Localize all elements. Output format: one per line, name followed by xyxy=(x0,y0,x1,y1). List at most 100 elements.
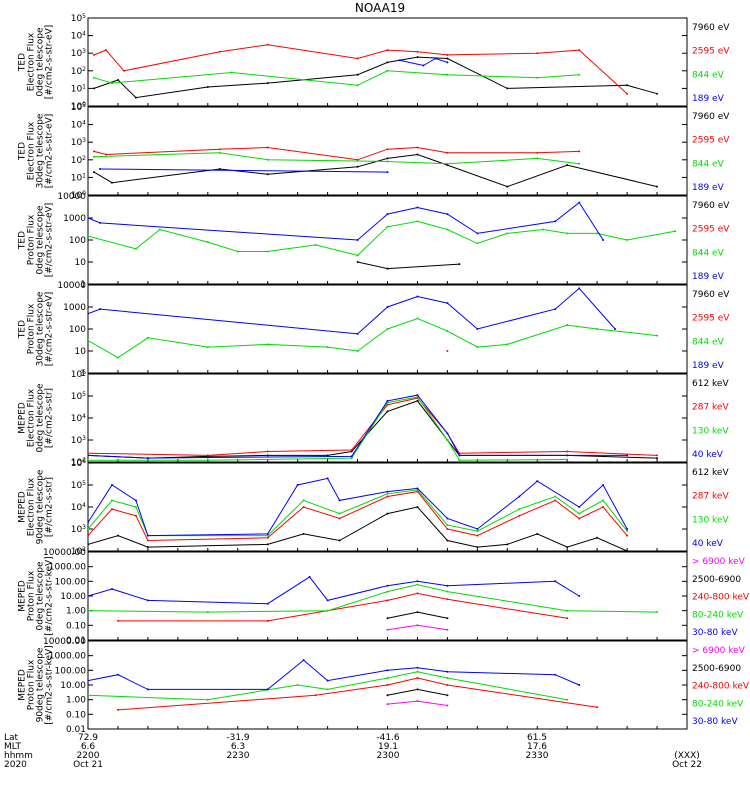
data-point xyxy=(536,157,539,160)
data-point xyxy=(416,583,419,586)
data-point xyxy=(542,228,545,231)
data-point xyxy=(386,599,389,602)
data-point xyxy=(88,454,89,457)
footer-value: -41.6 xyxy=(376,733,400,743)
data-point xyxy=(386,306,389,308)
data-point xyxy=(266,450,269,453)
series-line xyxy=(88,317,658,359)
series-line xyxy=(88,287,616,335)
data-point xyxy=(626,534,629,537)
legend-entry: 2595 eV xyxy=(692,136,730,146)
data-point xyxy=(386,225,389,228)
y-axis-label: 90deg telescope xyxy=(36,469,46,544)
panel-8: 0.01 0.10 1.00 10.00 100.00 1000.00 10000.00 ME… xyxy=(18,637,750,735)
data-point xyxy=(386,512,389,515)
data-point xyxy=(386,399,389,402)
data-point xyxy=(117,356,119,359)
data-point xyxy=(266,454,269,457)
data-point xyxy=(674,230,676,233)
data-point xyxy=(111,508,113,511)
data-point xyxy=(88,595,89,597)
y-axis-label: 30deg telescope xyxy=(36,113,46,188)
data-point xyxy=(506,87,509,90)
footer-value: 72.9 xyxy=(78,733,98,743)
data-point xyxy=(656,185,658,188)
data-point xyxy=(446,694,449,697)
data-point xyxy=(266,602,269,605)
data-point xyxy=(296,484,299,486)
footer-value: 19.1 xyxy=(378,742,398,752)
data-point xyxy=(386,403,389,406)
data-point xyxy=(356,254,359,257)
data-point xyxy=(416,487,419,490)
data-point xyxy=(416,580,419,583)
y-axis-label: 90deg telescope xyxy=(36,647,46,722)
ytick-label: 1000.00 xyxy=(49,563,86,573)
ytick-label: 0.10 xyxy=(66,621,86,631)
legend-entry: 80-240 keV xyxy=(692,699,744,709)
data-point xyxy=(416,700,419,703)
data-point xyxy=(416,146,419,149)
series-line xyxy=(88,396,568,461)
legend-entry: 130 keV xyxy=(692,426,729,436)
data-point xyxy=(386,495,389,498)
footer-value: 2230 xyxy=(227,751,250,761)
data-point xyxy=(386,213,389,216)
ytick-label: 104 xyxy=(71,502,86,514)
data-point xyxy=(218,148,221,151)
data-point xyxy=(446,213,449,216)
y-axis-label: [#/cm2-s-str-keV] xyxy=(45,556,55,635)
data-point xyxy=(446,524,449,527)
data-point xyxy=(416,399,419,402)
legend-entry: 287 keV xyxy=(692,403,729,413)
ytick-label: 1000 xyxy=(63,214,86,224)
ytick-label: 103 xyxy=(71,524,86,536)
data-point xyxy=(326,346,329,349)
legend-entry: 189 eV xyxy=(692,272,725,282)
data-point xyxy=(416,317,419,320)
data-point xyxy=(446,162,449,165)
data-point xyxy=(99,308,101,311)
data-point xyxy=(578,506,581,508)
data-point xyxy=(446,517,449,520)
data-point xyxy=(88,534,89,537)
data-point xyxy=(446,228,449,231)
data-point xyxy=(386,160,389,163)
data-point xyxy=(596,536,599,539)
data-point xyxy=(122,69,125,72)
data-point xyxy=(506,185,509,188)
data-point xyxy=(88,521,89,524)
data-point xyxy=(266,250,269,253)
panel-1: 100 101 102 103 104 105 TED Electron Flux 0deg t… xyxy=(18,13,731,113)
data-point xyxy=(416,56,419,59)
legend-entry: > 6900 keV xyxy=(692,557,746,567)
data-point xyxy=(578,162,581,165)
data-point xyxy=(578,73,581,76)
data-point xyxy=(266,82,269,85)
panel-7: 0.01 0.10 1.00 10.00 100.00 1000.00 10000.00 ME… xyxy=(18,548,750,646)
data-point xyxy=(416,670,419,673)
data-point xyxy=(476,546,479,549)
legend-entry: 844 eV xyxy=(692,70,725,80)
data-point xyxy=(356,158,359,161)
panel-frame xyxy=(87,195,688,285)
data-point xyxy=(446,590,449,593)
data-point xyxy=(458,454,461,457)
legend-entry: 2500-6900 xyxy=(692,664,741,674)
data-point xyxy=(266,536,269,539)
data-point xyxy=(236,250,239,253)
footer-value: Oct 22 xyxy=(672,760,702,770)
ytick-label: 106 xyxy=(71,458,86,470)
data-point xyxy=(416,394,419,397)
legend-entry: 240-800 keV xyxy=(692,682,750,692)
data-point xyxy=(578,150,581,153)
data-point xyxy=(206,611,209,614)
data-point xyxy=(446,73,449,76)
legend-entry: 189 eV xyxy=(692,94,725,104)
series-line xyxy=(88,201,604,241)
legend-entry: 240-800 keV xyxy=(692,593,750,603)
y-axis-label: [#/cm2-s-str-eV] xyxy=(45,114,55,189)
data-point xyxy=(626,530,629,533)
data-point xyxy=(476,328,479,330)
